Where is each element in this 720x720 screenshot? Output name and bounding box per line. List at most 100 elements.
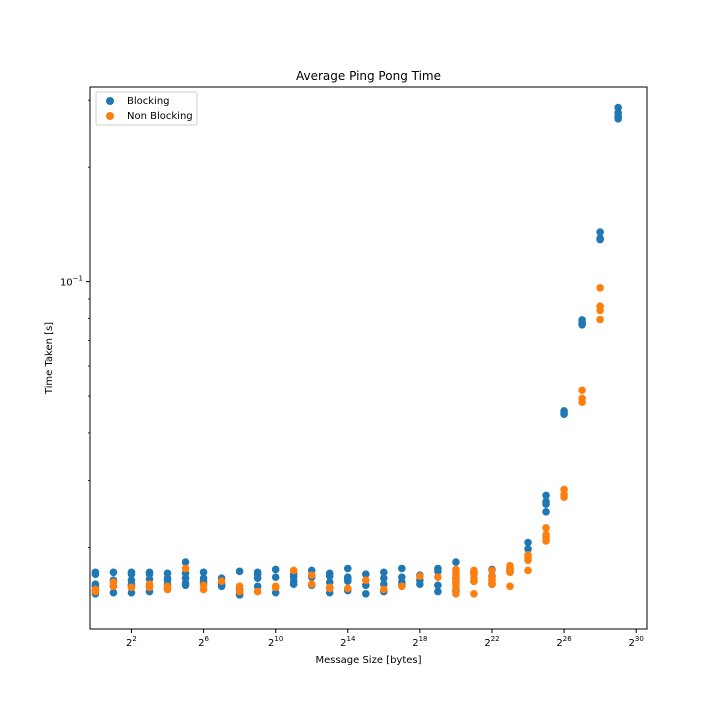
- data-point-non-blocking: [325, 584, 334, 593]
- y-axis-label: Time Taken [s]: [44, 322, 55, 395]
- data-point-blocking: [289, 580, 298, 589]
- points-layer: [91, 103, 622, 599]
- x-axis-ticks: 22 26 210 214 218 222 226 230: [126, 629, 644, 649]
- x-tick-label: 210: [268, 635, 283, 649]
- data-point-blocking: [380, 580, 388, 589]
- data-point-blocking: [199, 568, 208, 577]
- data-point-non-blocking: [181, 564, 190, 573]
- data-point-blocking: [614, 103, 622, 112]
- data-point-blocking: [452, 558, 460, 566]
- data-point-blocking: [596, 228, 604, 236]
- data-point-non-blocking: [596, 306, 604, 315]
- y-tick-label: 10−1: [60, 275, 83, 289]
- data-point-blocking: [253, 582, 262, 591]
- data-point-blocking: [181, 558, 190, 566]
- legend-marker-non-blocking: [106, 112, 114, 120]
- series-non-blocking: [91, 284, 604, 598]
- data-point-blocking: [380, 574, 388, 582]
- data-point-non-blocking: [163, 585, 172, 594]
- data-point-non-blocking: [91, 587, 100, 596]
- data-point-blocking: [542, 508, 550, 516]
- data-point-non-blocking: [542, 524, 550, 532]
- data-point-non-blocking: [506, 568, 514, 577]
- data-point-blocking: [434, 581, 442, 590]
- data-point-blocking: [271, 588, 280, 597]
- data-point-blocking: [380, 568, 388, 577]
- x-axis-label: Message Size [bytes]: [315, 655, 421, 666]
- data-point-blocking: [325, 572, 334, 580]
- data-point-non-blocking: [416, 572, 424, 580]
- data-point-blocking: [91, 570, 100, 579]
- data-point-non-blocking: [289, 566, 298, 575]
- data-point-non-blocking: [578, 386, 586, 395]
- data-point-blocking: [271, 565, 280, 574]
- data-point-non-blocking: [488, 566, 496, 575]
- data-point-non-blocking: [452, 589, 460, 598]
- data-point-blocking: [434, 587, 442, 596]
- data-point-blocking: [362, 589, 370, 598]
- data-point-blocking: [524, 545, 532, 553]
- chart-title: Average Ping Pong Time: [296, 69, 441, 83]
- data-point-blocking: [343, 564, 352, 573]
- data-point-non-blocking: [235, 582, 244, 591]
- x-tick-label: 222: [484, 635, 499, 649]
- data-point-blocking: [343, 577, 352, 585]
- data-point-blocking: [542, 500, 550, 508]
- x-tick-label: 22: [126, 635, 137, 649]
- data-point-non-blocking: [488, 580, 496, 589]
- legend-label-non-blocking: Non Blocking: [127, 111, 193, 122]
- data-point-non-blocking: [506, 582, 514, 591]
- legend: Blocking Non Blocking: [95, 91, 198, 126]
- data-point-non-blocking: [127, 583, 136, 592]
- data-point-blocking: [109, 568, 118, 577]
- x-tick-label: 26: [198, 635, 209, 649]
- data-point-blocking: [235, 567, 244, 576]
- data-point-non-blocking: [217, 577, 226, 585]
- data-point-non-blocking: [199, 585, 208, 594]
- data-point-blocking: [614, 115, 622, 123]
- data-point-non-blocking: [145, 583, 154, 592]
- data-point-blocking: [181, 581, 190, 590]
- data-point-blocking: [271, 573, 280, 581]
- data-point-non-blocking: [596, 315, 604, 324]
- data-point-blocking: [127, 588, 136, 597]
- data-point-non-blocking: [524, 556, 532, 565]
- legend-label-blocking: Blocking: [127, 96, 170, 107]
- data-point-non-blocking: [578, 398, 586, 406]
- legend-box: [95, 91, 198, 126]
- data-point-blocking: [560, 410, 568, 419]
- data-point-non-blocking: [271, 583, 280, 592]
- data-point-non-blocking: [380, 585, 388, 594]
- data-point-non-blocking: [307, 571, 316, 579]
- data-point-non-blocking: [253, 587, 262, 596]
- data-point-blocking: [416, 580, 424, 589]
- data-point-non-blocking: [542, 537, 550, 545]
- x-tick-label: 230: [629, 635, 644, 649]
- data-point-non-blocking: [362, 576, 370, 584]
- data-point-non-blocking: [470, 577, 478, 585]
- data-point-non-blocking: [398, 582, 406, 591]
- x-tick-label: 218: [412, 635, 427, 649]
- data-point-blocking: [127, 570, 136, 579]
- x-tick-label: 226: [556, 635, 572, 649]
- plot-area-frame: [89, 86, 648, 630]
- data-point-blocking: [542, 491, 550, 500]
- data-point-blocking: [524, 538, 532, 547]
- data-point-non-blocking: [470, 589, 478, 598]
- data-point-non-blocking: [343, 584, 352, 593]
- legend-marker-blocking: [106, 97, 114, 105]
- data-point-blocking: [362, 570, 370, 579]
- data-point-blocking: [109, 588, 118, 597]
- data-point-non-blocking: [524, 566, 532, 575]
- data-point-non-blocking: [434, 573, 442, 581]
- data-point-non-blocking: [307, 580, 316, 589]
- data-point-blocking: [596, 235, 604, 244]
- data-point-blocking: [578, 320, 586, 329]
- y-axis-ticks: 10−1: [60, 99, 90, 548]
- data-point-non-blocking: [452, 584, 460, 593]
- data-point-non-blocking: [235, 587, 244, 596]
- data-point-non-blocking: [109, 582, 118, 591]
- data-point-blocking: [434, 567, 442, 576]
- data-point-blocking: [253, 574, 262, 582]
